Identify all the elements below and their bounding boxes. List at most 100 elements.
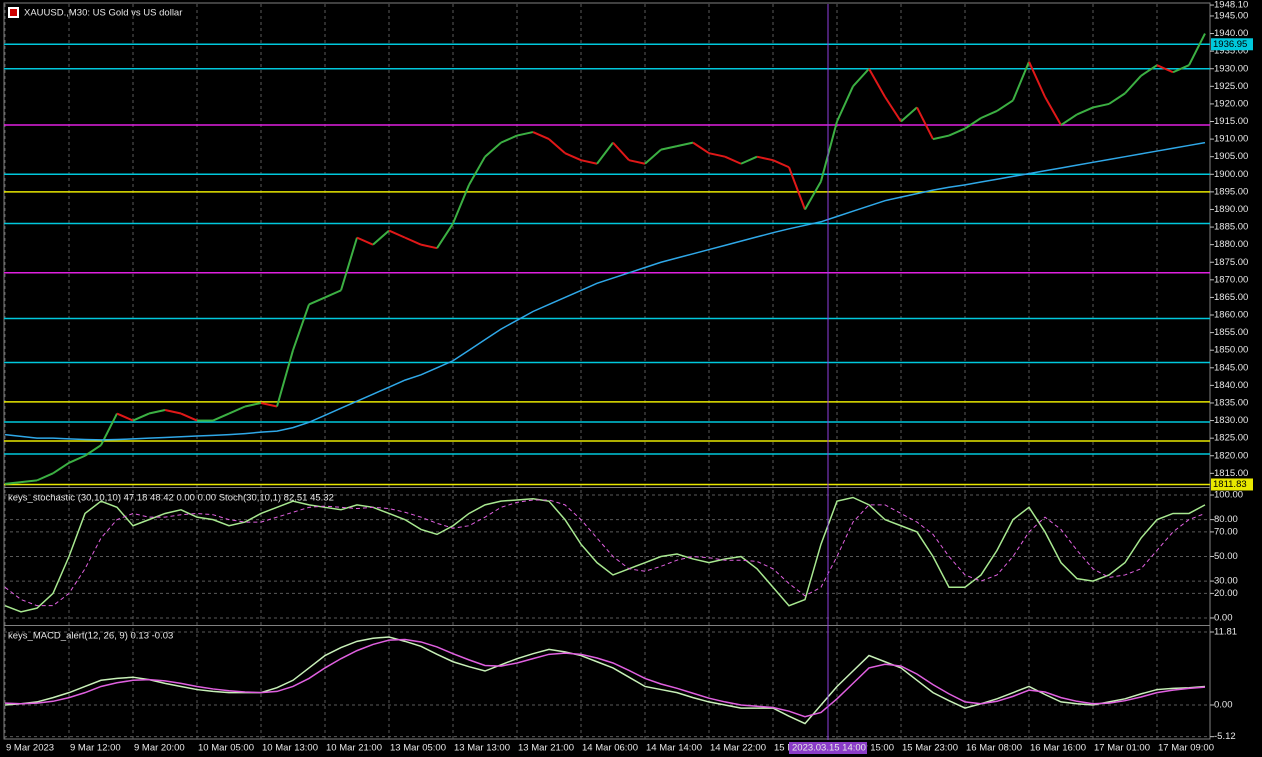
- price-segment: [980, 110, 998, 119]
- symbol-icon: [8, 7, 19, 18]
- y-tick-label: 1935.00: [1214, 46, 1248, 57]
- y-tick-label: 0.00: [1214, 612, 1233, 623]
- crosshair-label: 2023.03.15 14:00: [792, 743, 866, 754]
- price-segment: [788, 166, 806, 210]
- price-segment: [228, 405, 246, 415]
- price-segment: [180, 412, 198, 422]
- y-tick-label: 1925.00: [1214, 81, 1248, 92]
- price-segment: [740, 155, 758, 165]
- price-segment: [404, 236, 422, 246]
- x-tick-label: 13 Mar 05:00: [390, 743, 446, 754]
- x-tick-label: 10 Mar 05:00: [198, 743, 254, 754]
- x-tick-label: 15 M: [774, 743, 795, 754]
- price-segment: [900, 106, 918, 123]
- price-segment: [468, 156, 486, 186]
- x-tick-label: 15 Mar 23:00: [902, 743, 958, 754]
- y-tick-label: 1940.00: [1214, 28, 1248, 39]
- y-tick-label: 1885.00: [1214, 222, 1248, 233]
- y-tick-label: 1905.00: [1214, 151, 1248, 162]
- y-tick-label: 1895.00: [1214, 186, 1248, 197]
- crosshair-label-bg: [789, 742, 867, 754]
- series-line: [4, 141, 1206, 441]
- price-segment: [708, 152, 726, 158]
- x-tick-label: 13 Mar 13:00: [454, 743, 510, 754]
- y-tick-label: 1845.00: [1214, 362, 1248, 373]
- x-tick-label: 9 Mar 2023: [6, 743, 54, 754]
- y-tick-label: 1910.00: [1214, 134, 1248, 145]
- y-tick-label: 1815.00: [1214, 468, 1248, 479]
- x-tick-label: 13 Mar 21:00: [518, 743, 574, 754]
- y-tick-label: 1945.00: [1214, 10, 1248, 21]
- x-tick-label: 16 Mar 08:00: [966, 743, 1022, 754]
- y-tick-label: 1900.00: [1214, 169, 1248, 180]
- price-segment: [564, 152, 582, 162]
- x-tick-label: 9 Mar 20:00: [134, 743, 185, 754]
- price-segment: [1140, 64, 1158, 77]
- x-tick-label: 14 Mar 22:00: [710, 743, 766, 754]
- price-segment: [644, 148, 662, 165]
- price-segment: [948, 127, 966, 137]
- pane-title: keys_stochastic (30,10,10) 47.18 48.42 0…: [8, 493, 334, 504]
- y-tick-label: 1880.00: [1214, 239, 1248, 250]
- price-segment: [484, 141, 502, 158]
- price-segment: [916, 106, 934, 140]
- x-tick-label: 9 Mar 12:00: [70, 743, 121, 754]
- y-tick-label: 80.00: [1214, 514, 1238, 525]
- price-segment: [964, 117, 982, 130]
- series-line: [4, 636, 1206, 725]
- price-segment: [36, 472, 54, 482]
- level-label: 1936.95: [1213, 39, 1247, 50]
- y-tick-label: 30.00: [1214, 576, 1238, 587]
- y-tick-label: 70.00: [1214, 526, 1238, 537]
- price-segment: [260, 401, 278, 408]
- level-label: 1811.83: [1213, 479, 1247, 490]
- price-segment: [548, 138, 566, 154]
- y-tick-label: 100.00: [1214, 490, 1243, 501]
- pane-title: keys_MACD_alert(12, 26, 9) 0.13 -0.03: [8, 631, 173, 642]
- price-segment: [1172, 64, 1190, 74]
- series-line: [4, 499, 1206, 607]
- y-tick-label: 1875.00: [1214, 257, 1248, 268]
- price-segment: [772, 159, 790, 169]
- y-tick-label: 1840.00: [1214, 380, 1248, 391]
- y-tick-label: 1870.00: [1214, 274, 1248, 285]
- y-tick-label: 1830.00: [1214, 415, 1248, 426]
- price-segment: [276, 349, 294, 407]
- price-segment: [1012, 61, 1030, 101]
- price-segment: [116, 412, 134, 422]
- level-label-bg: [1211, 478, 1253, 491]
- price-segment: [996, 99, 1014, 112]
- y-tick-label: 11.81: [1214, 627, 1237, 638]
- price-segment: [292, 304, 310, 351]
- pane-title: XAUUSD.,M30: US Gold vs US dollar: [24, 8, 182, 19]
- x-tick-label: 10 Mar 13:00: [262, 743, 318, 754]
- price-segment: [164, 409, 182, 415]
- y-tick-label: 1865.00: [1214, 292, 1248, 303]
- y-tick-label: 1915.00: [1214, 116, 1248, 127]
- y-tick-label: 1948.10: [1214, 0, 1248, 11]
- price-segment: [868, 68, 886, 98]
- y-tick-label: 1920.00: [1214, 98, 1248, 109]
- price-segment: [356, 236, 374, 246]
- y-tick-label: 1825.00: [1214, 433, 1248, 444]
- series-line: [4, 638, 1206, 718]
- price-segment: [132, 412, 150, 422]
- y-tick-label: 50.00: [1214, 551, 1238, 562]
- price-segment: [452, 184, 470, 224]
- x-tick-label: 16 Mar 16:00: [1030, 743, 1086, 754]
- price-segment: [68, 454, 86, 464]
- price-segment: [660, 145, 678, 151]
- frame: [3, 2, 1211, 740]
- y-tick-label: 1930.00: [1214, 63, 1248, 74]
- price-segment: [420, 243, 438, 250]
- y-tick-label: 1860.00: [1214, 310, 1248, 321]
- price-segment: [724, 155, 742, 165]
- price-segment: [84, 444, 102, 457]
- y-tick-label: 1835.00: [1214, 397, 1248, 408]
- price-segment: [244, 401, 262, 408]
- price-segment: [612, 141, 630, 161]
- price-segment: [436, 222, 454, 249]
